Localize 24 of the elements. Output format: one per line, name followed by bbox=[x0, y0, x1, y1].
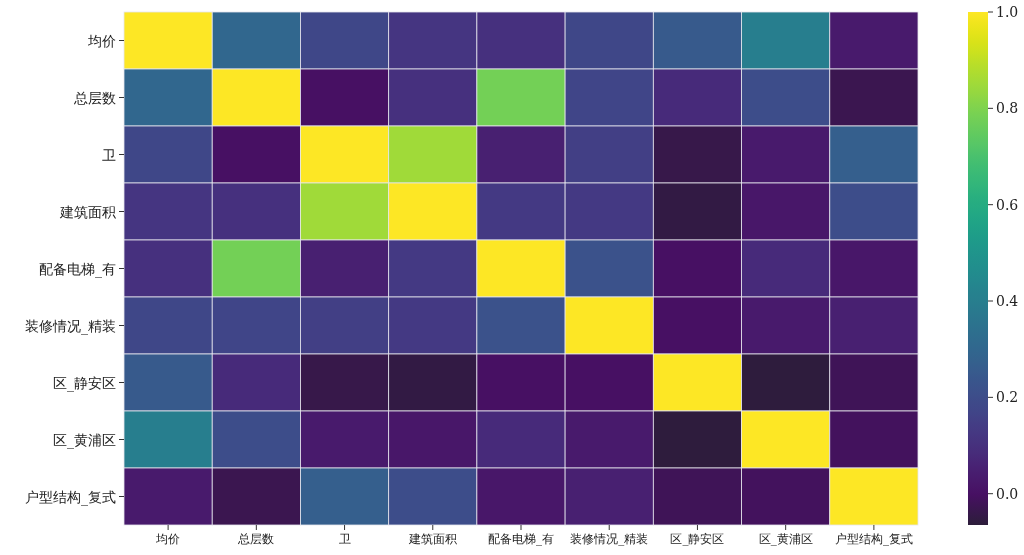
x-tick-label: 建筑面积 bbox=[407, 532, 457, 546]
y-tick-label: 卫 bbox=[102, 146, 116, 163]
x-tick-label: 户型结构_复式 bbox=[834, 532, 913, 546]
x-tick-label: 装修情况_精装 bbox=[570, 532, 649, 546]
y-tick-label: 建筑面积 bbox=[59, 203, 116, 220]
color-bar-label: 0.2 bbox=[996, 389, 1019, 406]
color-bar-label: 0.6 bbox=[996, 196, 1019, 213]
x-tick-label: 总层数 bbox=[237, 532, 275, 546]
x-tick-label: 区_静安区 bbox=[670, 532, 725, 546]
x-tick-label: 卫 bbox=[338, 532, 351, 546]
color-bar-label: 0.4 bbox=[996, 293, 1019, 310]
y-tick-label: 区_黄浦区 bbox=[53, 431, 116, 449]
color-bar-label: 1.0 bbox=[996, 4, 1019, 20]
color-bar-label: 0.0 bbox=[996, 485, 1019, 502]
x-tick-label: 均价 bbox=[155, 532, 181, 546]
y-tick-label: 均价 bbox=[87, 32, 116, 49]
y-tick-label: 区_静安区 bbox=[53, 374, 116, 392]
y-tick-label: 总层数 bbox=[73, 89, 116, 106]
y-tick-label: 配备电梯_有 bbox=[39, 260, 116, 278]
x-tick-label: 区_黄浦区 bbox=[758, 532, 813, 546]
x-tick-label: 配备电梯_有 bbox=[488, 532, 554, 546]
y-tick-label: 户型结构_复式 bbox=[25, 488, 116, 506]
y-tick-label: 装修情况_精装 bbox=[25, 317, 116, 335]
color-bar-label: 0.8 bbox=[996, 100, 1019, 117]
